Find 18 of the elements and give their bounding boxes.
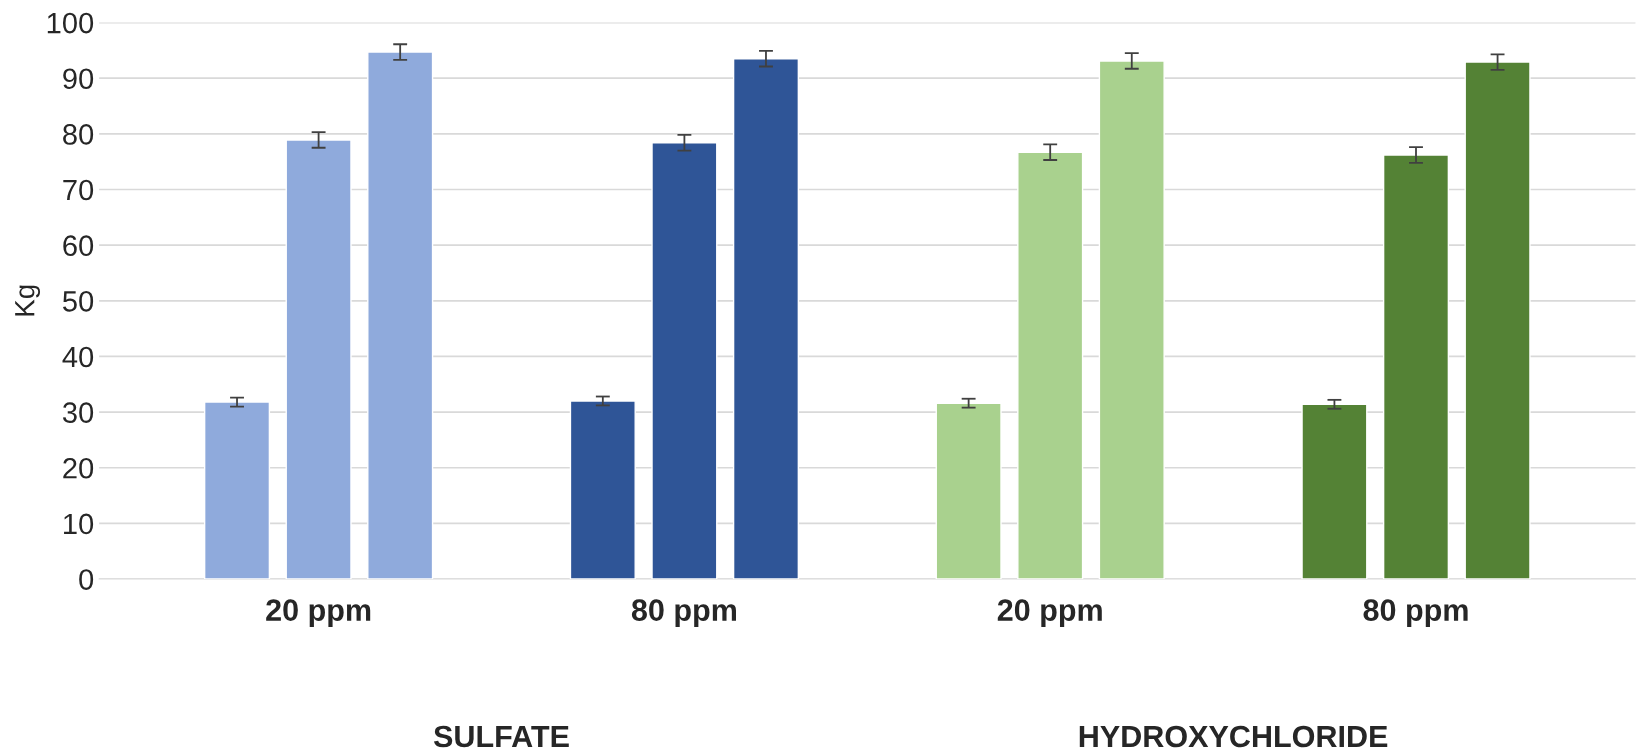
y-tick-label: 80 [63,124,94,145]
x-tick-label: 20 ppm [266,599,371,627]
text: HYDROXYCHLORIDE [1079,725,1388,748]
y-tick-label: 20 [63,457,94,479]
y-tick-label: 0 [79,569,94,590]
y-axis-title: Kg [15,285,41,316]
y-tick-label: 60 [63,235,94,257]
y-tick-label: 100 [47,12,94,34]
x-tick-label: 80 ppm [1363,599,1468,627]
x-tick-label: 80 ppm [631,599,736,627]
y-tick-label: 90 [63,68,94,90]
y-tick-label: 10 [64,513,94,535]
y-tick-label: 50 [62,291,94,312]
y-tick-label: 40 [62,346,94,368]
y-tick-label: 70 [63,179,94,201]
y-tick-label: 30 [62,402,94,423]
x-tick-label: 20 ppm [997,599,1102,627]
text: SULFATE [433,725,569,748]
